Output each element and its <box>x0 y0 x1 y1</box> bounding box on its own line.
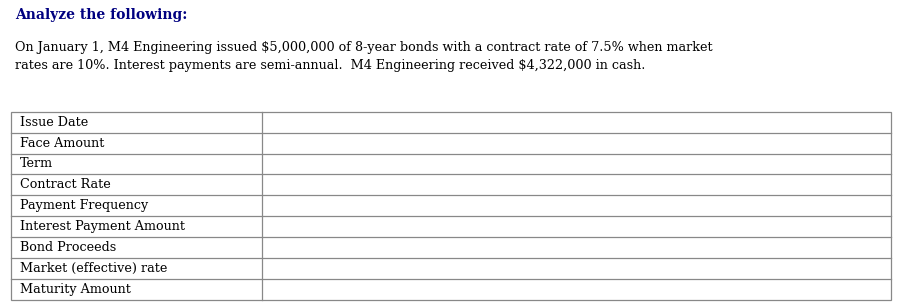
Text: Payment Frequency: Payment Frequency <box>20 199 148 212</box>
Bar <box>11 112 891 300</box>
Text: On January 1, M4 Engineering issued $5,000,000 of 8-year bonds with a contract r: On January 1, M4 Engineering issued $5,0… <box>15 41 713 72</box>
Text: Contract Rate: Contract Rate <box>20 178 111 191</box>
Text: Analyze the following:: Analyze the following: <box>15 8 188 22</box>
Text: Term: Term <box>20 158 53 170</box>
Text: Issue Date: Issue Date <box>20 116 88 129</box>
Text: Face Amount: Face Amount <box>20 136 105 150</box>
Text: Market (effective) rate: Market (effective) rate <box>20 262 167 275</box>
Text: Interest Payment Amount: Interest Payment Amount <box>20 220 185 233</box>
Text: Maturity Amount: Maturity Amount <box>20 283 131 296</box>
Text: Bond Proceeds: Bond Proceeds <box>20 241 116 254</box>
